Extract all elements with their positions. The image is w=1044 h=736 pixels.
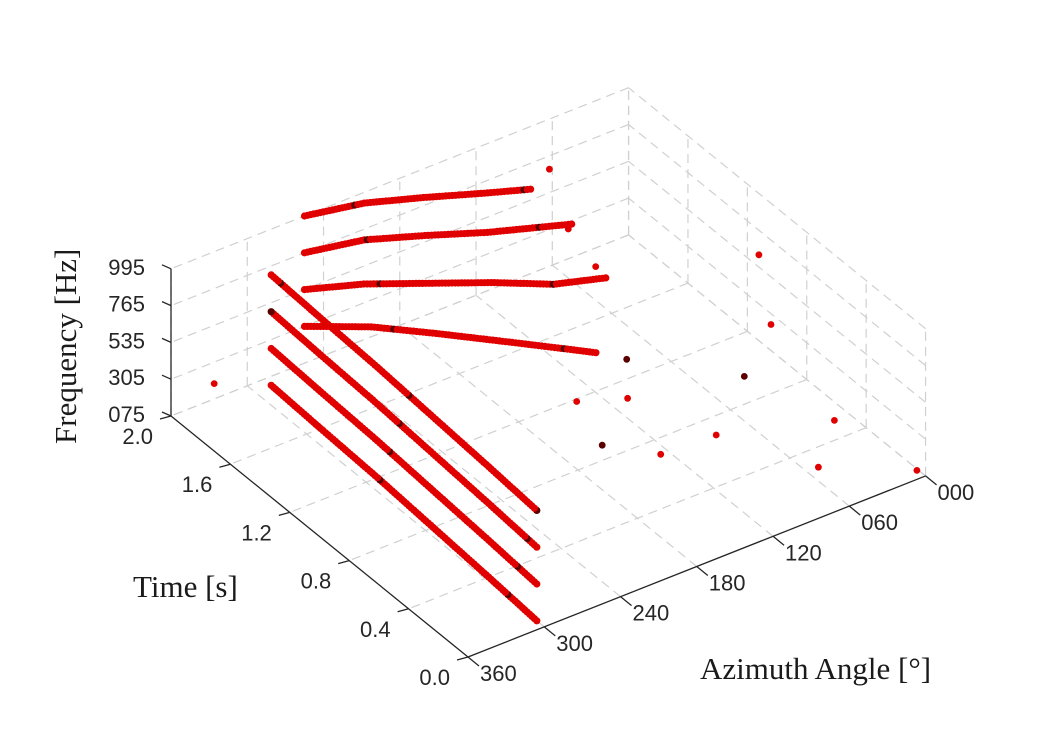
data-point: [568, 220, 576, 228]
azimuth-tick-label: 360: [480, 661, 517, 686]
azimuth-tick: [620, 596, 632, 607]
scatter-point: [755, 251, 763, 259]
time-axis-line: [170, 415, 469, 658]
series-track: [300, 220, 576, 257]
azimuth-tick: [467, 656, 480, 667]
data-point: [267, 308, 275, 316]
azimuth-tick-label: 000: [938, 480, 975, 505]
grid-line-side-frequency: [628, 197, 926, 440]
azimuth-tick-label: 060: [861, 510, 898, 535]
series-track: [300, 185, 535, 220]
time-axis-label: Time [s]: [133, 569, 238, 604]
data-point: [267, 271, 275, 279]
grid-line-side-frequency: [628, 124, 926, 366]
grid-line-floor-time: [289, 330, 748, 513]
scatter-point: [592, 263, 600, 270]
chart-grid: [170, 87, 927, 658]
time-tick: [219, 463, 231, 468]
grid-line-floor-time: [230, 282, 689, 465]
chart-axes: [159, 264, 937, 667]
series-track: [300, 322, 600, 357]
time-tick-label: 0.4: [360, 617, 391, 642]
grid-line-floor-time: [408, 427, 867, 610]
time-tick-label: 2.0: [122, 424, 153, 449]
scatter-point: [767, 321, 775, 328]
time-tick: [278, 511, 290, 517]
azimuth-tick-label: 180: [709, 570, 746, 595]
grid-line-back-frequency: [170, 160, 629, 343]
grid-line-back-frequency: [170, 234, 629, 417]
time-tick: [456, 656, 469, 661]
grid-line-back-frequency: [170, 87, 629, 270]
series-track: [300, 274, 610, 294]
grid-line-back-frequency: [170, 123, 629, 307]
scatter-point: [815, 463, 822, 471]
grid-line-floor-azimuth: [628, 234, 926, 477]
series-track: [267, 344, 541, 588]
azimuth-tick: [696, 565, 709, 576]
series-track: [267, 271, 541, 514]
time-tick-label: 0.8: [301, 569, 332, 594]
azimuth-tick-label: 300: [556, 631, 593, 656]
scatter-point: [740, 373, 748, 380]
data-point: [602, 274, 610, 282]
azimuth-axis-label: Azimuth Angle [°]: [700, 651, 931, 686]
data-point: [267, 344, 275, 353]
frequency-tick-label: 995: [108, 255, 145, 280]
frequency-tick-label: 305: [108, 365, 145, 390]
tick-labels: 000 060 120 180 240 300 360 0.0 0.4 0.8 1.2 1.6 2.00…: [108, 255, 974, 690]
grid-line-floor-azimuth: [551, 264, 850, 507]
time-tick: [338, 559, 350, 565]
scatter-point: [564, 225, 572, 233]
grid-line-side-frequency: [628, 160, 926, 403]
scatter-point: [573, 398, 581, 405]
scatter-point: [712, 431, 720, 439]
scatter-point: [831, 417, 838, 424]
data-points: [210, 165, 921, 625]
scatter-point: [624, 394, 631, 402]
azimuth-tick: [772, 535, 785, 546]
time-tick-label: 0.0: [419, 665, 450, 690]
frequency-tick: [161, 301, 172, 307]
time-tick: [159, 415, 172, 420]
frequency-axis-label: Frequency [Hz]: [48, 249, 83, 444]
grid-line-side-frequency: [628, 87, 926, 330]
data-point: [527, 185, 535, 193]
grid-line-floor-time: [348, 378, 807, 562]
data-point: [592, 349, 600, 357]
scatter-point: [913, 467, 921, 474]
data-point: [267, 381, 275, 389]
series-track: [267, 308, 541, 551]
azimuth-tick-label: 240: [633, 601, 670, 626]
frequency-tick: [161, 374, 172, 380]
time-tick: [397, 608, 409, 613]
frequency-tick: [161, 411, 172, 417]
series-track: [267, 381, 541, 625]
azimuth-tick-label: 120: [785, 540, 822, 565]
frequency-tick-label: 075: [108, 402, 145, 427]
azimuth-tick: [543, 626, 556, 637]
frequency-tick-label: 535: [108, 328, 145, 353]
grid-line-floor-azimuth: [399, 324, 698, 567]
time-tick-label: 1.2: [241, 520, 272, 545]
grid-line-floor-azimuth: [475, 294, 774, 537]
scatter-point: [546, 165, 553, 173]
azimuth-tick: [848, 505, 861, 516]
scatter-point: [598, 441, 606, 449]
frequency-tick-label: 765: [108, 292, 145, 317]
time-tick-label: 1.6: [182, 472, 213, 497]
scatter-point: [657, 450, 665, 458]
grid-line-side-frequency: [628, 234, 926, 477]
scatter-point: [623, 355, 631, 363]
azimuth-tick: [925, 475, 937, 486]
frequency-tick: [161, 337, 172, 343]
scatter-point: [210, 380, 218, 387]
frequency-tick: [161, 264, 172, 270]
